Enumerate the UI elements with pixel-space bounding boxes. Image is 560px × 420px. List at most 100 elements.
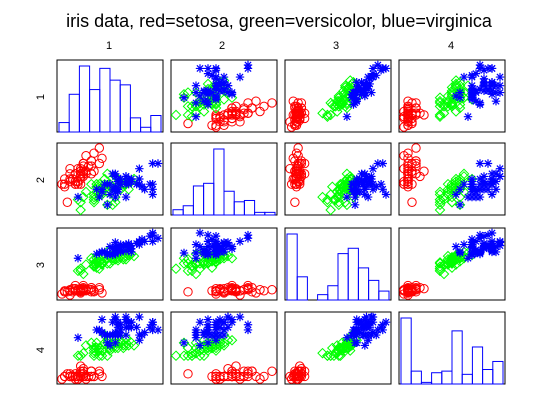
data-point: [295, 174, 305, 184]
data-point: [118, 340, 129, 351]
data-point: [459, 179, 469, 189]
data-point: [111, 328, 120, 337]
data-point: [100, 330, 109, 340]
data-point: [73, 254, 83, 263]
panel-r1-c4: [398, 59, 506, 133]
data-point: [295, 361, 305, 371]
data-point: [107, 255, 118, 266]
data-point: [70, 179, 81, 189]
data-point: [341, 168, 353, 180]
data-point: [190, 258, 202, 269]
data-point: [411, 98, 421, 108]
data-point: [121, 330, 131, 340]
data-point: [368, 64, 378, 73]
panel-r1-c3: [284, 59, 392, 133]
data-point: [295, 179, 305, 189]
data-point: [75, 350, 86, 362]
data-point: [403, 286, 413, 296]
data-point: [123, 340, 134, 351]
histogram-bar: [420, 381, 433, 385]
data-point: [352, 187, 361, 197]
data-point: [455, 185, 465, 194]
data-point: [227, 244, 237, 253]
data-point: [110, 342, 121, 354]
data-point: [59, 371, 70, 382]
data-point: [91, 256, 102, 267]
data-point: [170, 350, 182, 362]
data-point: [403, 158, 413, 169]
data-point: [291, 171, 302, 182]
data-point: [86, 156, 97, 166]
data-point: [89, 148, 99, 158]
data-point: [59, 179, 70, 189]
data-point: [235, 111, 245, 122]
data-point: [299, 158, 310, 169]
data-point: [92, 249, 101, 259]
data-point: [368, 328, 378, 337]
data-point: [434, 265, 446, 277]
data-point: [148, 179, 157, 189]
data-point: [78, 158, 89, 169]
data-point: [110, 337, 121, 349]
data-point: [70, 176, 81, 187]
data-point: [290, 197, 300, 207]
data-point: [471, 187, 481, 197]
data-point: [190, 268, 202, 280]
data-point: [338, 342, 350, 354]
data-point: [211, 95, 221, 104]
data-point: [479, 65, 489, 75]
data-point: [94, 342, 105, 354]
data-point: [191, 81, 201, 90]
data-point: [295, 158, 305, 169]
data-point: [368, 164, 378, 173]
data-point: [183, 369, 193, 379]
data-point: [296, 156, 307, 166]
data-point: [72, 350, 84, 362]
data-point: [403, 171, 413, 182]
data-point: [219, 371, 229, 382]
data-point: [458, 168, 470, 180]
data-point: [467, 95, 477, 104]
data-point: [178, 258, 190, 269]
data-point: [202, 342, 214, 354]
data-point: [291, 369, 302, 379]
data-point: [203, 338, 213, 348]
data-point: [352, 330, 361, 340]
data-point: [195, 64, 205, 73]
data-point: [360, 185, 370, 194]
histogram-bar: [150, 115, 162, 133]
data-point: [75, 204, 86, 216]
data-point: [322, 350, 333, 362]
data-point: [135, 179, 144, 189]
data-point: [487, 228, 497, 238]
data-point: [100, 247, 109, 257]
data-point: [226, 334, 238, 346]
data-point: [467, 86, 477, 96]
histogram-bar: [223, 190, 235, 216]
histogram-bar: [451, 330, 463, 385]
data-point: [226, 92, 238, 104]
data-point: [454, 199, 466, 211]
data-point: [120, 332, 132, 343]
data-point: [140, 328, 149, 337]
data-point: [267, 285, 277, 295]
data-point: [182, 265, 194, 277]
data-point: [467, 247, 477, 257]
data-point: [92, 185, 101, 194]
data-point: [191, 328, 201, 337]
data-point: [471, 192, 481, 202]
data-point: [148, 237, 157, 246]
data-point: [104, 345, 116, 356]
data-point: [65, 286, 75, 296]
data-point: [352, 338, 361, 348]
panel-frame: [398, 142, 506, 216]
histogram-bar: [482, 369, 494, 385]
data-point: [211, 330, 221, 340]
data-point: [293, 169, 303, 179]
data-point: [182, 109, 194, 121]
data-point: [381, 190, 391, 199]
data-point: [475, 234, 485, 243]
histogram-bar: [471, 346, 484, 385]
data-point: [362, 81, 371, 90]
